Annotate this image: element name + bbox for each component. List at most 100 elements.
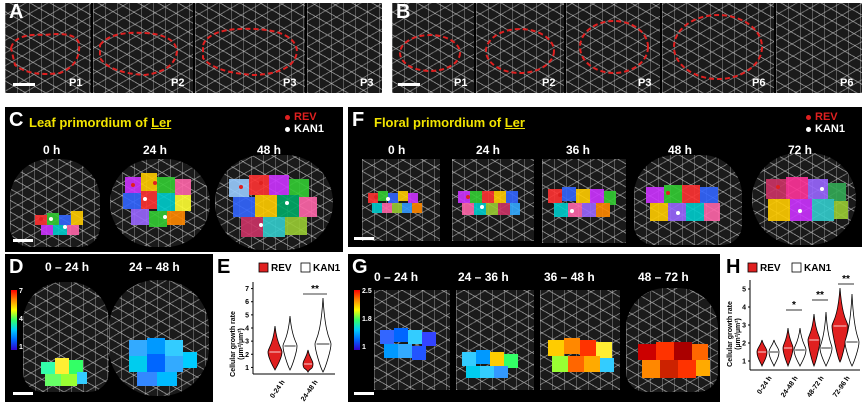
y-tick-label: 1 — [742, 359, 746, 366]
y-tick-label: 3 — [742, 323, 746, 330]
time-label: 72 h — [788, 143, 813, 157]
interval-label: 0 – 24 h — [374, 270, 419, 284]
growth-heatmap-g — [380, 328, 710, 378]
stage-label: P3 — [638, 77, 652, 89]
significance-mark: * — [792, 300, 796, 311]
violin-kan1 — [282, 315, 298, 371]
legend-swatch-rev — [747, 262, 758, 273]
interval-label: 48 – 72 h — [638, 270, 689, 284]
outlines-b — [399, 14, 763, 80]
y-axis-unit: (µm²/µm²) — [238, 328, 245, 360]
scale-bar — [13, 392, 33, 395]
panel-title-f: Floral primordium of Ler — [374, 115, 525, 130]
interval-label: 0 – 24 h — [45, 260, 90, 274]
interval-label: 24 – 48 h — [129, 260, 180, 274]
panel-a: A P1 P2 P3 P3 — [5, 3, 382, 93]
micrograph-b1 — [392, 3, 474, 93]
legend-c: REV KAN1 — [285, 111, 324, 135]
colorbar-tick: 1.8 — [362, 316, 372, 323]
colorbar-tick: 2.5 — [362, 288, 372, 295]
panel-label-b: B — [396, 3, 411, 23]
y-tick-label: 7 — [245, 286, 249, 293]
y-tick-label: 5 — [245, 312, 249, 319]
panel-label-f: F — [352, 109, 365, 131]
violin-kan1 — [819, 311, 833, 367]
legend-text-kan1: KAN1 — [313, 263, 341, 274]
panel-label-d: D — [9, 256, 24, 278]
violin-rev — [831, 287, 849, 363]
time-label: 0 h — [388, 143, 406, 157]
title-prefix: Leaf primordium of — [29, 115, 152, 130]
title-strain: Ler — [151, 115, 172, 130]
scale-bar — [354, 237, 374, 240]
stage-label: P6 — [840, 77, 854, 89]
legend-text-rev: REV — [271, 263, 292, 274]
violin-kan1 — [314, 297, 332, 373]
colorbar-tick: 7 — [19, 288, 23, 295]
x-tick-label: 72-96 h — [832, 375, 852, 399]
violin-kan1 — [844, 293, 860, 367]
micrograph-b2 — [476, 3, 564, 93]
outlines-a — [9, 27, 299, 77]
y-tick-label: 3 — [245, 339, 249, 346]
legend-text-rev: REV — [760, 263, 781, 274]
colorbar-g — [354, 290, 360, 350]
stage-label: P3 — [360, 77, 374, 89]
title-strain: Ler — [504, 115, 525, 130]
micrograph-a1 — [5, 3, 91, 93]
x-tick-label: 48-72 h — [806, 375, 826, 399]
y-axis-unit: (µm²/µm²) — [735, 318, 742, 350]
x-tick-label: 24-48 h — [300, 379, 320, 403]
scale-bar — [13, 83, 35, 86]
cell-segmentation-f — [368, 177, 848, 221]
panel-label-a: A — [9, 3, 24, 23]
legend-kan1: KAN1 — [285, 123, 324, 135]
scale-bar — [13, 239, 33, 242]
stage-label: P6 — [752, 77, 766, 89]
significance-mark: ** — [816, 290, 824, 301]
significance-mark: ** — [311, 284, 319, 295]
legend-swatch-kan1 — [300, 262, 311, 273]
x-tick-label: 0-24 h — [269, 379, 286, 400]
panel-c: C Leaf primordium of Ler REV KAN1 0 h 24… — [5, 107, 343, 252]
legend-swatch-rev — [258, 262, 269, 273]
y-tick-label: 6 — [245, 299, 249, 306]
y-axis-label: Cellular growth rate — [727, 301, 734, 367]
scale-bar — [398, 83, 420, 86]
interval-label: 36 – 48 h — [544, 270, 595, 284]
significance-mark: ** — [842, 274, 850, 285]
y-axis-label: Cellular growth rate — [230, 311, 237, 377]
micrograph-b5 — [776, 3, 862, 93]
violin-rev — [782, 327, 794, 368]
stage-label: P1 — [69, 77, 83, 89]
growth-heatmap-d — [41, 338, 197, 386]
y-tick-label: 2 — [742, 341, 746, 348]
legend-swatch-kan1 — [791, 262, 802, 273]
legend-rev: REV — [806, 111, 845, 123]
legend-text-kan1: KAN1 — [804, 263, 832, 274]
micrograph-c1 — [10, 159, 100, 247]
x-tick-label: 24-48 h — [780, 375, 800, 399]
panel-d: D 0 – 24 h 24 – 48 h 7 4 1 — [5, 254, 213, 402]
y-tick-label: 5 — [742, 287, 746, 294]
y-tick-label: 2 — [245, 352, 249, 359]
panel-label-e: E — [217, 256, 231, 278]
colorbar-tick: 4 — [19, 316, 23, 323]
title-prefix: Floral primordium of — [374, 115, 505, 130]
panel-title-c: Leaf primordium of Ler — [29, 115, 171, 130]
time-label: 48 h — [668, 143, 693, 157]
stage-label: P1 — [454, 77, 468, 89]
time-label: 48 h — [257, 143, 282, 157]
colorbar-tick: 1 — [19, 344, 23, 351]
panel-label-h: H — [726, 256, 741, 278]
micrograph-b3 — [566, 3, 660, 93]
panel-label-g: G — [352, 256, 368, 278]
violin-rev — [267, 325, 283, 371]
y-tick-label: 1 — [245, 365, 249, 372]
violin-kan1 — [793, 327, 807, 367]
x-tick-label: 0-24 h — [756, 375, 773, 396]
scale-bar — [354, 392, 374, 395]
colorbar-d — [11, 290, 17, 350]
stage-label: P2 — [542, 77, 556, 89]
panel-h: H REV KAN1 Cellular growth rate (µm²/µm²… — [724, 254, 864, 404]
